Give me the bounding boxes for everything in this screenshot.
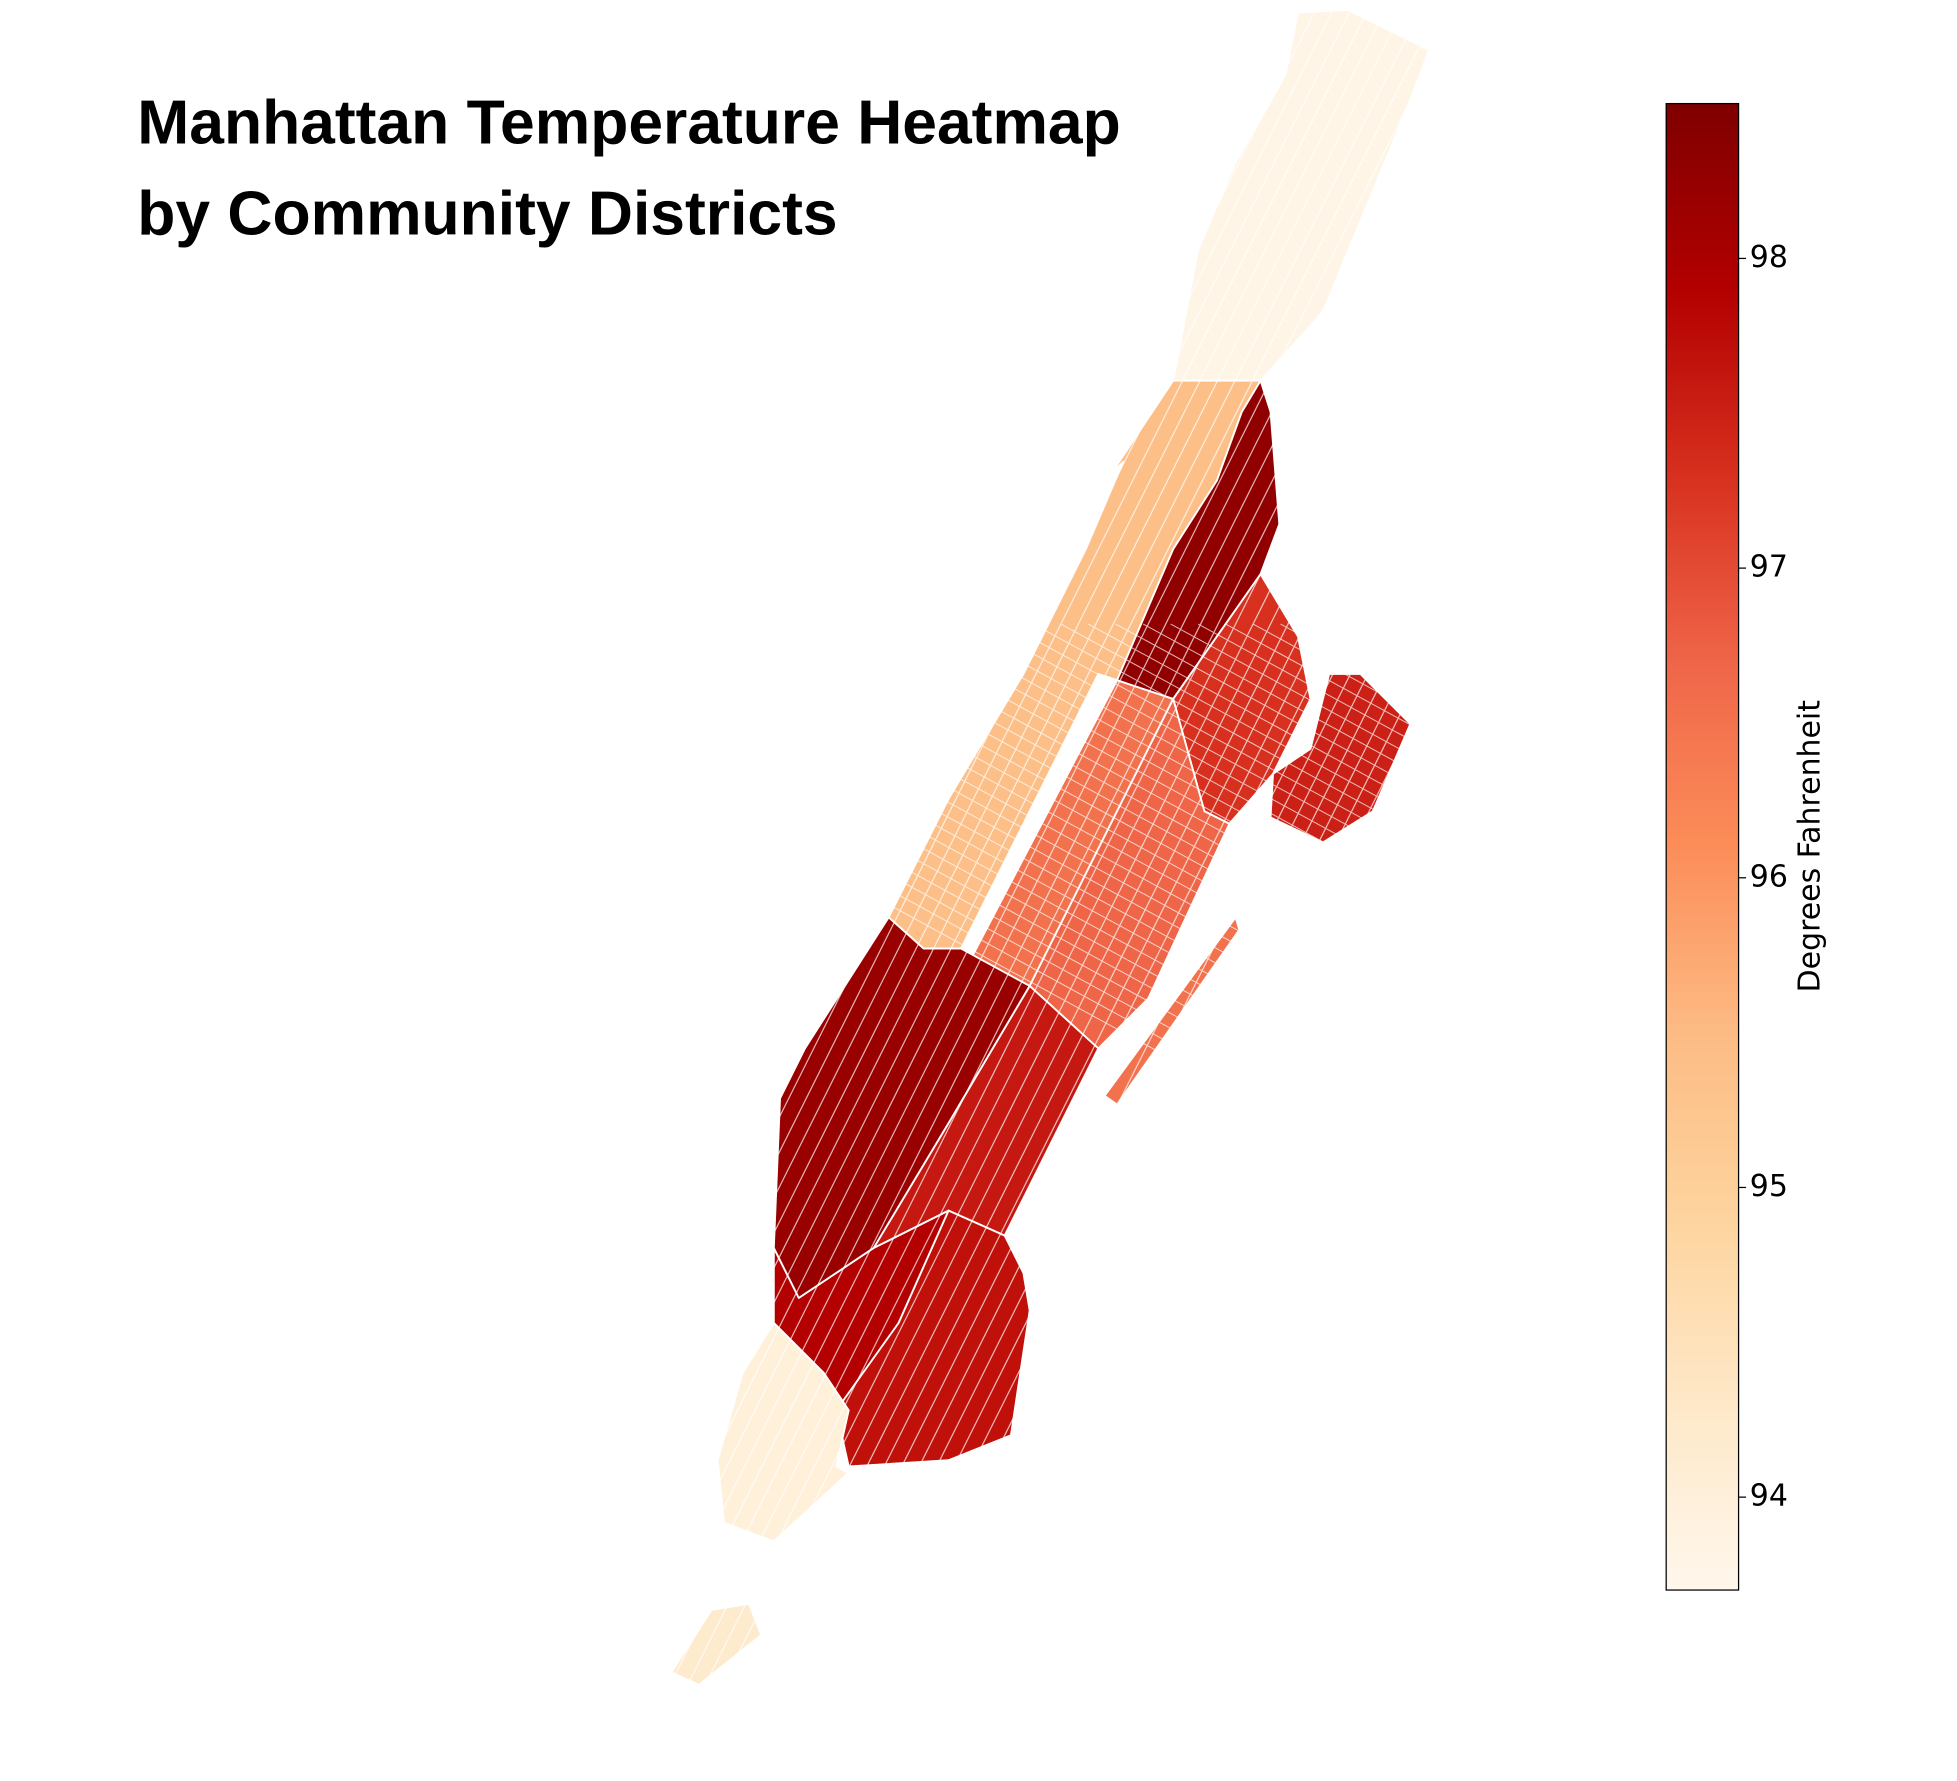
district [1116, 379, 1281, 700]
avenue [671, 623, 1430, 1374]
street [0, 0, 1063, 1747]
street [1372, 9, 1430, 1685]
street [1862, 0, 1957, 1747]
street [671, 9, 1169, 1685]
street [671, 9, 1430, 1685]
street [0, 0, 592, 1747]
avenue [923, 623, 1430, 1374]
avenue [950, 623, 1430, 1374]
street [0, 0, 609, 1747]
street [671, 9, 680, 1685]
street [1530, 0, 1957, 1747]
avenue [1005, 623, 1430, 1374]
street [671, 9, 1430, 1685]
street [1845, 0, 1957, 1747]
avenue [1033, 623, 1430, 1374]
avenue [1143, 623, 1430, 1374]
street [673, 9, 1430, 1685]
avenue [978, 623, 1430, 1374]
avenue [758, 623, 1430, 1374]
street [1319, 9, 1430, 1685]
street [0, 0, 627, 1747]
street [725, 9, 1430, 1685]
street [671, 9, 697, 1685]
street [1302, 9, 1430, 1685]
title-line: Manhattan Temperature Heatmap [137, 89, 1120, 158]
tick-label: 95 [1750, 1169, 1788, 1204]
street [0, 0, 1028, 1747]
avenue [895, 623, 1430, 1374]
title-line: by Community Districts [137, 180, 837, 249]
street [671, 9, 1430, 1685]
avenue [1115, 623, 1430, 1374]
street [671, 9, 1430, 1685]
street [1267, 9, 1430, 1685]
tick-label: 96 [1750, 859, 1788, 894]
street [671, 9, 785, 1685]
street [0, 0, 644, 1747]
street [0, 0, 661, 1747]
street [671, 9, 820, 1685]
tick-label: 94 [1750, 1479, 1788, 1514]
street [671, 9, 802, 1685]
avenue [1088, 623, 1430, 1374]
street [1250, 9, 1430, 1685]
street [671, 9, 732, 1685]
colorbar [1665, 102, 1740, 1591]
district [835, 1209, 1031, 1468]
street [671, 9, 1430, 1685]
street [671, 9, 750, 1685]
street [1880, 0, 1957, 1747]
street [1810, 0, 1957, 1747]
street [671, 9, 715, 1685]
street [1354, 9, 1430, 1685]
street [1337, 9, 1430, 1685]
district [1172, 9, 1430, 382]
avenue [1335, 623, 1430, 1374]
street [1284, 9, 1430, 1685]
avenue [1362, 623, 1430, 1374]
district [670, 1602, 763, 1686]
avenue [671, 623, 1430, 1374]
street [671, 9, 837, 1685]
colorbar-label: Degrees Fahrenheit [1793, 700, 1828, 993]
avenue [1170, 623, 1430, 1374]
street [671, 9, 1430, 1685]
street [671, 9, 995, 1685]
avenue [1197, 623, 1430, 1374]
avenue [786, 623, 1430, 1374]
tick-label: 97 [1750, 550, 1788, 585]
avenue [671, 623, 1430, 1374]
colorbar-ticks: 94 95 96 97 98 [1738, 240, 1788, 1514]
street [0, 0, 574, 1747]
street [0, 0, 1046, 1747]
tick-label: 98 [1750, 240, 1788, 275]
avenue [813, 623, 1430, 1374]
street [1705, 0, 1957, 1747]
street [708, 9, 1430, 1685]
avenue [868, 623, 1430, 1374]
street [1827, 0, 1957, 1747]
street [671, 9, 767, 1685]
street [0, 0, 1011, 1747]
street [671, 9, 1430, 1685]
